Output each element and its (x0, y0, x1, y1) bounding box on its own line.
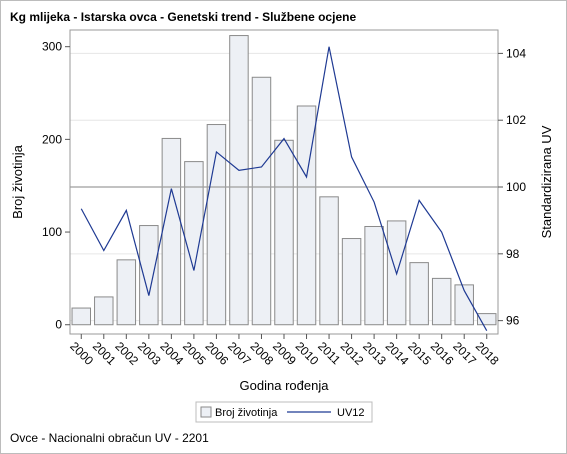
bar-2018 (477, 313, 497, 326)
bar-series (71, 35, 497, 326)
legend-bar-swatch (200, 406, 212, 418)
bar-2002 (116, 259, 137, 326)
bar-2013 (364, 225, 384, 326)
x-tick-label: 2016 (428, 339, 457, 368)
x-tick-label: 2010 (293, 339, 322, 368)
x-tick-label: 2003 (135, 339, 164, 368)
bar-2017 (454, 284, 474, 326)
x-tick-label: 2015 (405, 339, 434, 368)
x-tick-label: 2009 (270, 339, 299, 368)
bar-2016 (431, 277, 452, 326)
x-axis-label: Godina rođenja (240, 378, 330, 393)
x-tick-label: 2018 (473, 339, 502, 368)
legend-box (195, 401, 373, 423)
legend-line-label: UV12 (337, 407, 365, 419)
right-axis: 96 98 100 102 104 (498, 46, 526, 328)
x-tick-label: 2017 (450, 339, 479, 368)
x-tick-label: 2001 (90, 339, 119, 368)
chart-title: Kg mlijeka - Istarska ovca - Genetski tr… (10, 10, 357, 24)
bar-2010 (296, 105, 317, 326)
left-tick-label: 0 (55, 318, 62, 332)
right-tick-label: 102 (506, 113, 526, 127)
right-tick-label: 100 (506, 180, 526, 194)
bar-2003 (139, 225, 159, 326)
bar-2015 (409, 262, 429, 326)
bar-2012 (341, 238, 362, 326)
x-tick-label: 2004 (157, 339, 186, 368)
bar-2004 (161, 137, 182, 326)
x-tick-label: 2013 (360, 339, 389, 368)
x-tick-label: 2000 (67, 339, 96, 368)
x-tick-label: 2011 (315, 339, 343, 367)
footnote: Ovce - Nacionalni obračun UV - 2201 (10, 431, 209, 445)
x-tick-label: 2008 (248, 339, 277, 368)
right-tick-label: 104 (506, 46, 526, 60)
x-tick-label: 2012 (338, 339, 367, 368)
x-tick-label: 2005 (180, 339, 209, 368)
x-tick-label: 2014 (383, 339, 412, 368)
y-axis-label-left: Broj životinja (10, 144, 25, 218)
bar-2011 (319, 196, 339, 326)
bar-2007 (229, 35, 249, 326)
left-tick-label: 200 (42, 132, 62, 146)
left-tick-label: 300 (42, 40, 62, 54)
right-tick-label: 96 (506, 314, 520, 328)
legend: Broj životinja UV12 (195, 401, 373, 423)
y-axis-label-right: Standardizirana UV (539, 125, 554, 238)
bar-2009 (274, 139, 294, 326)
left-axis: 0 100 200 300 (42, 40, 70, 332)
legend-bar-label: Broj životinja (215, 407, 278, 419)
x-tick-label: 2007 (225, 339, 254, 368)
left-tick-label: 100 (42, 225, 62, 239)
uv12-line (80, 46, 488, 331)
x-tick-label: 2002 (112, 339, 141, 368)
right-tick-label: 98 (506, 247, 520, 261)
x-tick-label: 2006 (202, 339, 231, 368)
bar-2000 (71, 307, 91, 326)
x-axis: 2000200120022003200420052006200720082009… (67, 334, 502, 368)
bar-2001 (94, 296, 114, 326)
bar-2008 (251, 76, 272, 326)
bar-2005 (184, 161, 204, 326)
